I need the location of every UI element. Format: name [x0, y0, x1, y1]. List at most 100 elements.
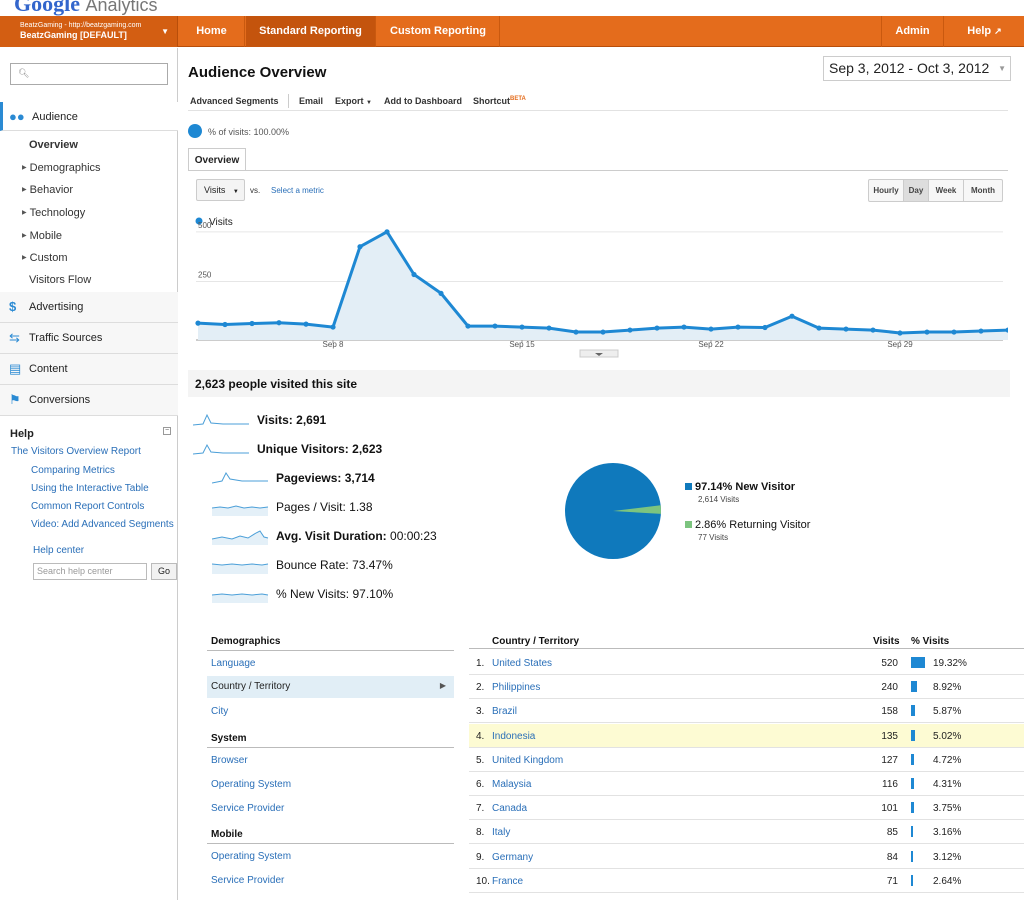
category-link-language[interactable]: Language	[211, 658, 256, 669]
data-point[interactable]	[627, 327, 633, 333]
country-link[interactable]: Malaysia	[492, 779, 532, 790]
sidebar-item-technology[interactable]: ▶ Technology	[22, 207, 85, 219]
email-button[interactable]: Email	[299, 96, 324, 106]
sidebar-item-behavior[interactable]: ▶ Behavior	[22, 184, 73, 196]
country-link[interactable]: Germany	[492, 851, 534, 863]
date-range-picker[interactable]: Sep 3, 2012 - Oct 3, 2012 ▼	[823, 56, 1011, 81]
nav-admin[interactable]: Admin	[881, 16, 944, 47]
data-point[interactable]	[573, 329, 579, 335]
sidebar-section-audience[interactable]: ●● Audience	[0, 102, 178, 131]
country-link[interactable]: France	[492, 875, 524, 887]
select-metric-link[interactable]: Select a metric	[271, 186, 324, 195]
summary-metric[interactable]: Pageviews: 3,714	[276, 471, 375, 485]
category-link-mobile-service-provider[interactable]: Service Provider	[211, 875, 285, 886]
data-point[interactable]	[789, 313, 795, 319]
shortcut-button[interactable]: ShortcutBETA	[473, 96, 526, 106]
table-row[interactable]: 5. United Kingdom 127 4.72%	[469, 748, 1024, 772]
data-point[interactable]	[384, 229, 390, 235]
table-row[interactable]: 7. Canada 101 3.75%	[469, 796, 1024, 821]
sidebar-item-custom[interactable]: ▶ Custom	[22, 252, 68, 264]
data-point[interactable]	[492, 323, 498, 329]
category-link-service-provider[interactable]: Service Provider	[211, 803, 285, 814]
summary-metric[interactable]: Bounce Rate: 73.47%	[276, 558, 393, 572]
data-point[interactable]	[276, 320, 282, 326]
metric-select[interactable]: Visits ▼	[196, 179, 245, 201]
data-point[interactable]	[924, 329, 930, 335]
sidebar-item-visitors-flow[interactable]: Visitors Flow	[29, 274, 92, 286]
nav-tab-home[interactable]: Home	[179, 16, 245, 47]
help-link-visitors-overview[interactable]: The Visitors Overview Report	[11, 446, 141, 457]
data-point[interactable]	[897, 330, 903, 336]
period-week[interactable]: Week	[929, 180, 964, 201]
period-month[interactable]: Month	[971, 186, 995, 195]
google-analytics-logo[interactable]: Google Analytics	[14, 0, 158, 17]
table-row[interactable]: 3. Brazil 158 5.87%	[469, 699, 1024, 724]
segment-pie-icon[interactable]	[188, 124, 202, 138]
help-center-link[interactable]: Help center	[33, 545, 85, 556]
nav-tab-standard-reporting[interactable]: Standard Reporting	[246, 16, 376, 47]
category-link-mobile-operating-system[interactable]: Operating System	[211, 851, 292, 862]
help-link-comparing-metrics[interactable]: Comparing Metrics	[31, 465, 115, 476]
country-link[interactable]: United Kingdom	[492, 754, 564, 766]
table-row[interactable]: 1. United States 520 19.32%	[469, 651, 1024, 675]
data-point[interactable]	[1005, 327, 1008, 333]
category-link-operating-system[interactable]: Operating System	[211, 779, 292, 790]
summary-metric[interactable]: Unique Visitors: 2,623	[257, 442, 382, 456]
nav-help[interactable]: Help ↗	[945, 16, 1024, 47]
help-link-advanced-segments-video[interactable]: Video: Add Advanced Segments	[31, 519, 174, 530]
table-row[interactable]: 4. Indonesia 135 5.02%	[469, 723, 1024, 748]
summary-metric[interactable]: Avg. Visit Duration: 00:00:23	[276, 529, 437, 543]
country-link[interactable]: Canada	[492, 803, 528, 815]
country-link[interactable]: United States	[492, 658, 553, 669]
country-link[interactable]: Philippines	[492, 682, 541, 694]
data-point[interactable]	[222, 321, 228, 328]
table-row[interactable]: 9. Germany 84 3.12%	[469, 845, 1024, 869]
table-row[interactable]: 2. Philippines 240 8.92%	[469, 675, 1024, 700]
data-point[interactable]	[249, 320, 255, 327]
data-point[interactable]	[546, 325, 552, 331]
tab-overview[interactable]: Overview	[188, 148, 246, 170]
sidebar-section-advertising[interactable]: $ Advertising	[0, 292, 178, 323]
sidebar-item-mobile[interactable]: ▶ Mobile	[22, 230, 62, 242]
column-header-pct-visits[interactable]: % Visits	[911, 636, 950, 647]
sidebar-section-conversions[interactable]: ⚑ Conversions	[0, 385, 178, 416]
data-point[interactable]	[735, 324, 741, 330]
sidebar-item-demographics[interactable]: ▶ Demographics	[22, 162, 101, 174]
data-point[interactable]	[843, 326, 849, 332]
column-header-country[interactable]: Country / Territory	[492, 636, 580, 647]
add-to-dashboard-button[interactable]: Add to Dashboard	[384, 96, 462, 106]
category-link-browser[interactable]: Browser	[211, 755, 248, 766]
minimize-icon[interactable]: −	[163, 427, 171, 435]
data-point[interactable]	[465, 323, 471, 329]
data-point[interactable]	[330, 324, 336, 330]
search-input[interactable]: 🔍︎	[10, 63, 168, 85]
column-header-visits[interactable]: Visits	[873, 636, 900, 647]
sidebar-section-content[interactable]: ▤ Content	[0, 354, 178, 385]
data-point[interactable]	[438, 290, 444, 296]
country-link[interactable]: Italy	[492, 827, 511, 839]
data-point[interactable]	[708, 326, 714, 332]
data-point[interactable]	[411, 271, 417, 278]
data-point[interactable]	[762, 324, 768, 331]
sidebar-item-overview[interactable]: Overview	[29, 139, 78, 151]
export-button[interactable]: Export ▼	[335, 96, 372, 106]
help-go-button[interactable]: Go	[151, 563, 177, 580]
data-point[interactable]	[951, 329, 957, 335]
summary-metric[interactable]: Visits: 2,691	[257, 413, 326, 427]
help-search-input[interactable]: Search help center	[33, 563, 147, 580]
help-link-interactive-table[interactable]: Using the Interactive Table	[31, 483, 149, 494]
summary-metric[interactable]: Pages / Visit: 1.38	[276, 500, 373, 514]
summary-metric[interactable]: % New Visits: 97.10%	[276, 587, 393, 601]
country-link[interactable]: Brazil	[492, 706, 518, 718]
table-row[interactable]: 6. Malaysia 116 4.31%	[469, 772, 1024, 796]
data-point[interactable]	[654, 325, 660, 331]
data-point[interactable]	[870, 327, 876, 333]
data-point[interactable]	[978, 328, 984, 334]
nav-tab-custom-reporting[interactable]: Custom Reporting	[377, 16, 500, 47]
data-point[interactable]	[519, 324, 525, 330]
period-hourly[interactable]: Hourly	[869, 180, 904, 201]
data-point[interactable]	[681, 324, 687, 330]
account-selector[interactable]: BeatzGaming - http://beatzgaming.com Bea…	[0, 16, 178, 47]
category-link-country-territory[interactable]: Country / Territory ▶	[207, 676, 454, 698]
sidebar-section-traffic-sources[interactable]: ⇆ Traffic Sources	[0, 323, 178, 354]
